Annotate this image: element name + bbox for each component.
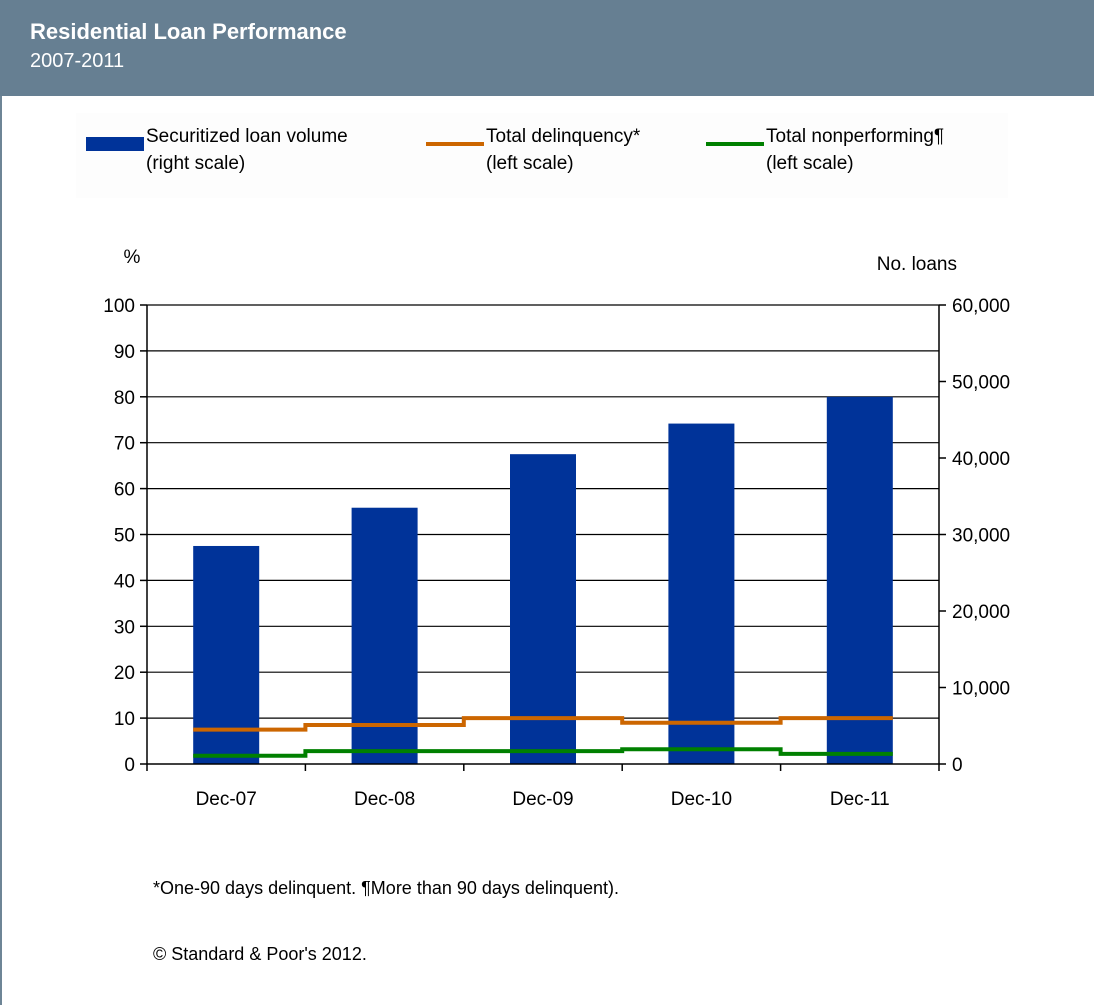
legend-item-delinquency: Total delinquency* (left scale) (426, 123, 640, 177)
x-tick-label: Dec-08 (354, 789, 415, 810)
y-right-tick-label: 60,000 (952, 296, 1010, 317)
legend-label: Total delinquency* (486, 126, 641, 147)
x-tick-label: Dec-10 (671, 789, 732, 810)
y-left-tick-label: 20 (114, 663, 135, 684)
line-total-delinquency (193, 716, 893, 732)
chart-header: Residential Loan Performance 2007-2011 (0, 0, 1094, 96)
legend-label: Securitized loan volume (146, 126, 348, 147)
legend-label: Total nonperforming¶ (766, 126, 945, 147)
legend-swatch-loan-volume (86, 137, 144, 151)
legend-sublabel: (left scale) (766, 153, 854, 174)
y-left-tick-label: 60 (114, 480, 135, 501)
chart-plot: % No. loans 0 10 20 30 40 50 60 70 80 90 100 0 10,00… (103, 247, 1010, 810)
line-total-nonperforming (193, 747, 893, 758)
y-right-axis-label: No. loans (877, 254, 957, 275)
legend-sublabel: (right scale) (146, 153, 246, 174)
y-left-tick-label: 70 (114, 434, 135, 455)
bar-loan-volume (668, 423, 735, 764)
y-left-tick-label: 0 (124, 755, 135, 776)
y-right-tick-label: 10,000 (952, 679, 1010, 700)
chart-subtitle: 2007-2011 (30, 50, 125, 72)
bar-loan-volume (351, 507, 418, 764)
y-left-tick-label: 40 (114, 571, 135, 592)
bar-loan-volume (510, 454, 576, 764)
legend-item-loan-volume: Securitized loan volume (right scale) (86, 123, 348, 177)
chart-title: Residential Loan Performance (30, 19, 347, 44)
y-right-tick-label: 50,000 (952, 373, 1010, 394)
legend-swatch-nonperforming (706, 142, 764, 146)
bar-loan-volume (826, 396, 893, 764)
y-left-tick-label: 10 (114, 709, 135, 730)
x-tick-label: Dec-11 (830, 789, 890, 810)
copyright: © Standard & Poor's 2012. (153, 944, 367, 964)
legend: Securitized loan volume (right scale) To… (76, 113, 1008, 198)
legend-item-nonperforming: Total nonperforming¶ (left scale) (706, 123, 944, 177)
footnote: *One-90 days delinquent. ¶More than 90 d… (153, 878, 619, 898)
x-tick-label: Dec-07 (196, 789, 257, 810)
y-right-tick-label: 40,000 (952, 449, 1010, 470)
x-tick-label: Dec-09 (512, 789, 573, 810)
y-right-tick-label: 20,000 (952, 602, 1010, 623)
y-right-tick-label: 0 (952, 755, 963, 776)
legend-swatch-delinquency (426, 142, 484, 146)
y-right-tick-label: 30,000 (952, 526, 1010, 547)
y-left-axis-label: % (124, 247, 141, 268)
legend-sublabel: (left scale) (486, 153, 574, 174)
y-left-tick-label: 50 (114, 526, 135, 547)
y-left-tick-label: 100 (103, 296, 135, 317)
y-left-tick-label: 90 (114, 342, 135, 363)
y-left-tick-label: 30 (114, 617, 135, 638)
y-left-tick-label: 80 (114, 388, 135, 409)
